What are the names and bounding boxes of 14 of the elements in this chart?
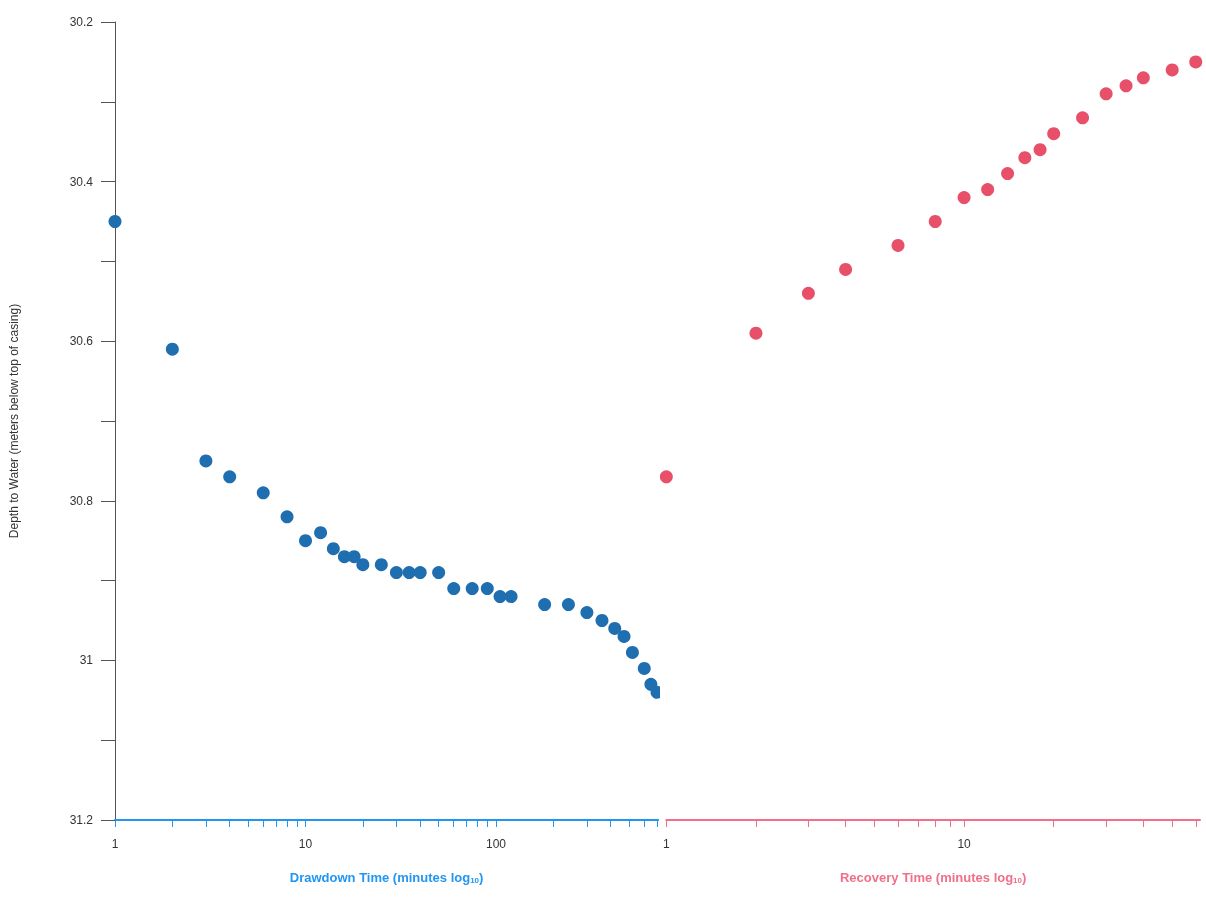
x-axis-title: Recovery Time (minutes log10) (839, 869, 1027, 885)
y-tick-label: 30.6 (69, 334, 94, 349)
x-axis-title: Drawdown Time (minutes log10) (289, 869, 484, 885)
y-axis-title: Depth to Water (meters below top of casing) (7, 303, 21, 539)
x-tick-label: 10 (957, 837, 972, 851)
y-tick-label: 30.4 (69, 174, 94, 189)
x-tick-label: 100 (485, 837, 507, 851)
x-tick-label: 1 (111, 837, 119, 851)
y-tick-label: 30.8 (69, 493, 94, 508)
y-tick-label: 30.2 (69, 15, 94, 29)
x-tick-label: 1 (662, 837, 670, 851)
x-tick-label: 10 (298, 837, 313, 851)
y-tick-label: 31 (79, 653, 94, 668)
y-tick-label: 31.2 (69, 813, 94, 827)
